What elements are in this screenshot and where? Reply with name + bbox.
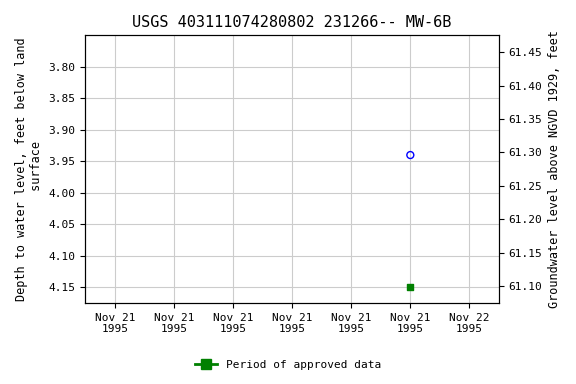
Point [406, 284, 415, 290]
Y-axis label: Groundwater level above NGVD 1929, feet: Groundwater level above NGVD 1929, feet [548, 30, 561, 308]
Legend: Period of approved data: Period of approved data [191, 356, 385, 375]
Y-axis label: Depth to water level, feet below land
 surface: Depth to water level, feet below land su… [15, 37, 43, 301]
Title: USGS 403111074280802 231266-- MW-6B: USGS 403111074280802 231266-- MW-6B [132, 15, 452, 30]
Point [406, 152, 415, 158]
